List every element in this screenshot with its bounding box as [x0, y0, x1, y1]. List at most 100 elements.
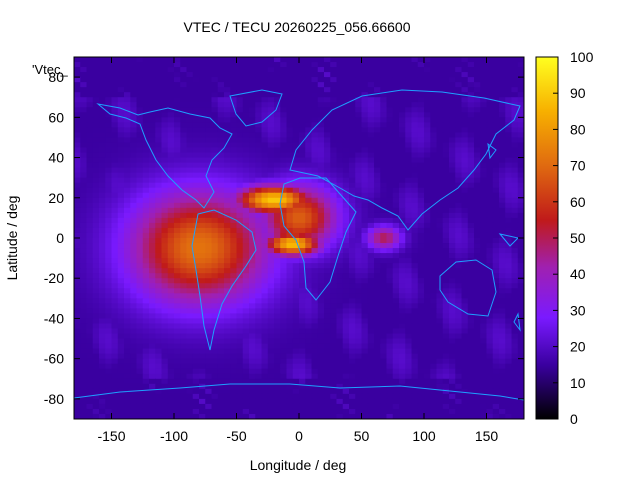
heatmap-cell	[342, 273, 350, 279]
heatmap-cell	[180, 167, 188, 174]
heatmap-cell	[130, 323, 138, 330]
heatmap-cell	[142, 167, 150, 174]
heatmap-cell	[374, 318, 381, 325]
heatmap-cell	[436, 222, 444, 229]
heatmap-cell	[405, 268, 413, 274]
heatmap-cell	[330, 313, 338, 320]
heatmap-cell	[267, 378, 275, 385]
heatmap-cell	[480, 293, 488, 299]
heatmap-cell	[355, 112, 363, 118]
heatmap-cell	[424, 197, 431, 204]
heatmap-cell	[205, 162, 213, 169]
heatmap-cell	[292, 67, 300, 73]
heatmap-cell	[130, 348, 138, 355]
heatmap-cell	[261, 147, 269, 154]
heatmap-cell	[455, 97, 463, 103]
heatmap-cell	[174, 207, 181, 214]
heatmap-cell	[374, 378, 381, 385]
heatmap-cell	[99, 288, 106, 294]
heatmap-cell	[361, 288, 369, 294]
heatmap-cell	[474, 152, 481, 159]
heatmap-cell	[105, 92, 113, 98]
heatmap-cell	[192, 283, 200, 289]
heatmap-cell	[199, 212, 206, 219]
heatmap-cell	[411, 248, 419, 254]
heatmap-cell	[186, 298, 194, 304]
heatmap-cell	[249, 187, 256, 194]
heatmap-cell	[292, 212, 300, 219]
heatmap-cell	[155, 197, 163, 204]
heatmap-cell	[286, 152, 294, 159]
heatmap-cell	[449, 368, 456, 375]
heatmap-cell	[142, 403, 150, 410]
heatmap-cell	[380, 227, 388, 234]
heatmap-cell	[105, 57, 113, 63]
heatmap-cell	[399, 378, 406, 385]
heatmap-cell	[130, 293, 138, 299]
heatmap-cell	[299, 82, 306, 88]
heatmap-cell	[236, 107, 244, 113]
heatmap-cell	[449, 207, 456, 214]
heatmap-cell	[386, 167, 394, 174]
heatmap-cell	[274, 263, 281, 269]
heatmap-cell	[492, 122, 500, 128]
heatmap-cell	[292, 97, 300, 103]
heatmap-cell	[430, 137, 438, 144]
heatmap-cell	[486, 212, 494, 219]
heatmap-cell	[392, 288, 400, 294]
heatmap-cell	[474, 313, 481, 320]
heatmap-cell	[417, 157, 425, 164]
heatmap-cell	[367, 177, 375, 184]
heatmap-cell	[255, 293, 263, 299]
heatmap-cell	[455, 348, 463, 355]
heatmap-cell	[392, 222, 400, 229]
heatmap-cell	[280, 157, 288, 164]
heatmap-cell	[292, 87, 300, 93]
heatmap-cell	[161, 212, 169, 219]
heatmap-cell	[249, 127, 256, 134]
heatmap-cell	[517, 243, 524, 249]
heatmap-cell	[130, 227, 138, 234]
heatmap-cell	[361, 92, 369, 98]
heatmap-cell	[242, 177, 250, 184]
heatmap-cell	[455, 313, 463, 320]
heatmap-cell	[105, 378, 113, 385]
heatmap-cell	[392, 378, 400, 385]
heatmap-cell	[136, 222, 144, 229]
heatmap-cell	[167, 57, 175, 63]
heatmap-cell	[192, 403, 200, 410]
heatmap-cell	[92, 147, 100, 154]
heatmap-cell	[211, 313, 219, 320]
heatmap-cell	[511, 222, 519, 229]
heatmap-cell	[236, 92, 244, 98]
heatmap-cell	[349, 232, 356, 239]
heatmap-cell	[242, 243, 250, 249]
heatmap-cell	[161, 112, 169, 118]
heatmap-cell	[99, 243, 106, 249]
heatmap-cell	[286, 127, 294, 134]
heatmap-cell	[317, 162, 325, 169]
heatmap-cell	[392, 328, 400, 335]
heatmap-cell	[267, 298, 275, 304]
heatmap-cell	[405, 308, 413, 315]
heatmap-cell	[74, 378, 81, 385]
heatmap-cell	[261, 318, 269, 325]
heatmap-cell	[511, 82, 519, 88]
heatmap-cell	[174, 102, 181, 108]
heatmap-cell	[392, 273, 400, 279]
heatmap-cell	[86, 192, 94, 199]
heatmap-cell	[180, 288, 188, 294]
heatmap-cell	[374, 97, 381, 103]
heatmap-cell	[86, 253, 94, 259]
heatmap-cell	[205, 192, 213, 199]
heatmap-cell	[505, 197, 513, 204]
heatmap-cell	[311, 318, 319, 325]
heatmap-cell	[130, 373, 138, 380]
heatmap-cell	[136, 67, 144, 73]
heatmap-cell	[180, 157, 188, 164]
heatmap-cell	[399, 172, 406, 179]
heatmap-cell	[286, 353, 294, 360]
heatmap-cell	[317, 398, 325, 405]
heatmap-cell	[286, 253, 294, 259]
heatmap-cell	[142, 57, 150, 63]
